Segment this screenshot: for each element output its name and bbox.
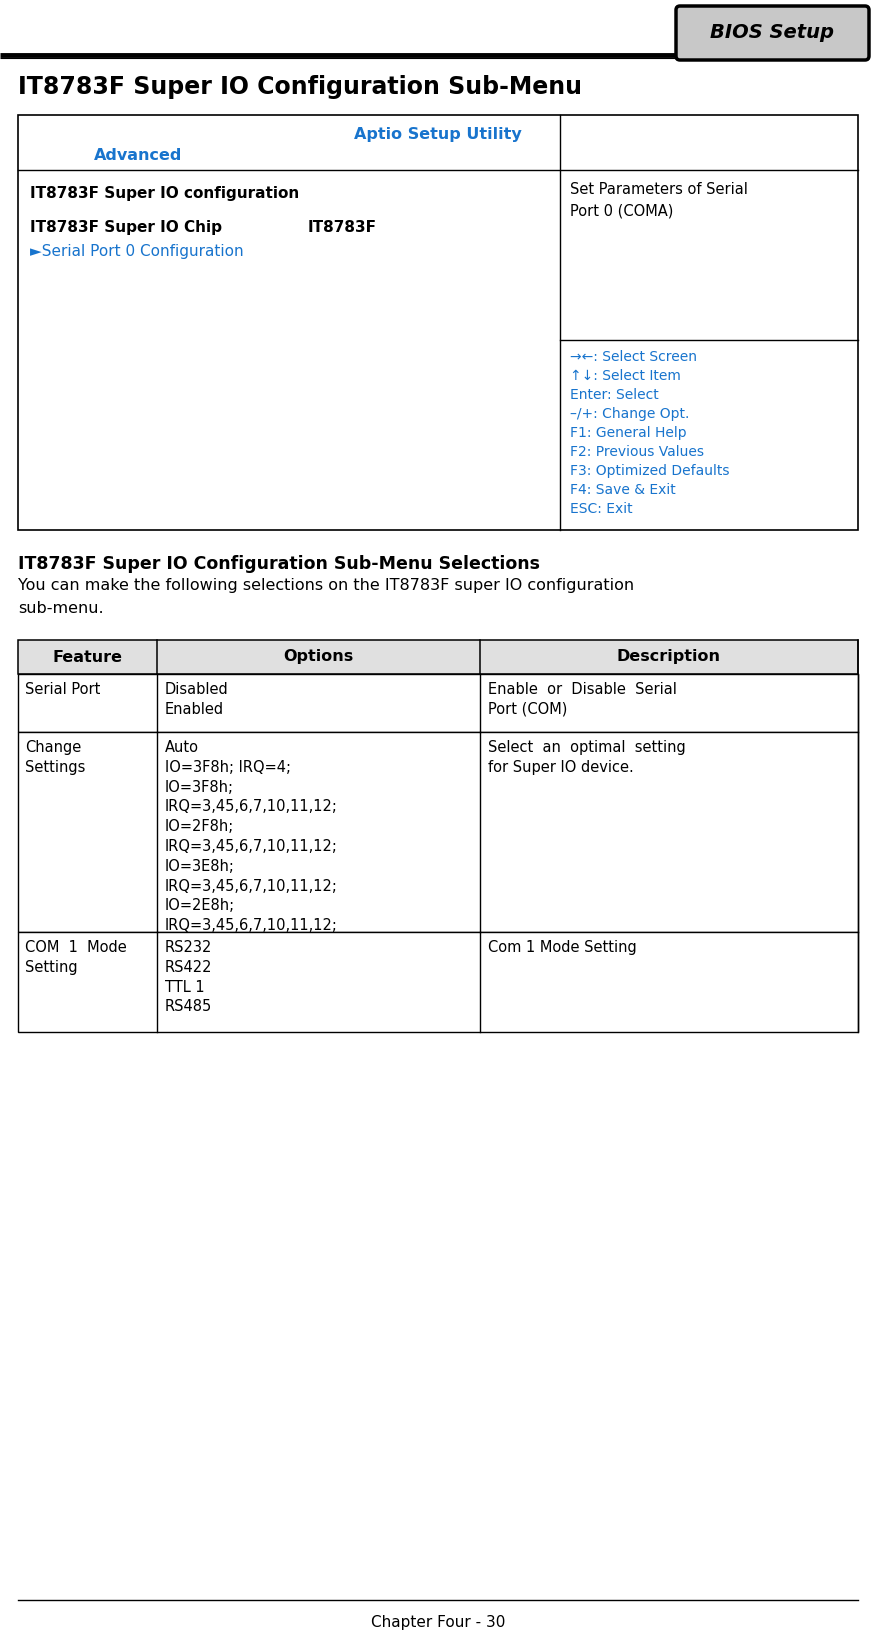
Text: F2: Previous Values: F2: Previous Values — [570, 445, 704, 460]
Bar — [18, 673, 858, 732]
Bar — [18, 116, 858, 530]
Text: Disabled
Enabled: Disabled Enabled — [165, 681, 229, 717]
Text: –/+: Change Opt.: –/+: Change Opt. — [570, 408, 689, 421]
Text: Feature: Feature — [53, 649, 123, 665]
Bar — [18, 932, 858, 1032]
Text: F1: General Help: F1: General Help — [570, 425, 687, 440]
Text: ESC: Exit: ESC: Exit — [570, 502, 632, 517]
Text: F3: Optimized Defaults: F3: Optimized Defaults — [570, 465, 730, 478]
Text: COM  1  Mode
Setting: COM 1 Mode Setting — [25, 941, 127, 975]
Text: F4: Save & Exit: F4: Save & Exit — [570, 482, 675, 497]
Text: Description: Description — [617, 649, 721, 665]
Text: Set Parameters of Serial
Port 0 (COMA): Set Parameters of Serial Port 0 (COMA) — [570, 183, 748, 218]
Text: Com 1 Mode Setting: Com 1 Mode Setting — [488, 941, 637, 955]
Text: BIOS Setup: BIOS Setup — [710, 23, 835, 42]
Text: ↑↓: Select Item: ↑↓: Select Item — [570, 368, 681, 383]
Text: You can make the following selections on the IT8783F super IO configuration
sub-: You can make the following selections on… — [18, 579, 634, 616]
Text: IT8783F Super IO configuration: IT8783F Super IO configuration — [30, 186, 300, 200]
Text: Change
Settings: Change Settings — [25, 740, 85, 774]
Bar — [18, 641, 858, 673]
Text: RS232
RS422
TTL 1
RS485: RS232 RS422 TTL 1 RS485 — [165, 941, 212, 1014]
Text: IT8783F Super IO Chip: IT8783F Super IO Chip — [30, 220, 222, 235]
FancyBboxPatch shape — [676, 7, 869, 60]
Text: ►Serial Port 0 Configuration: ►Serial Port 0 Configuration — [30, 244, 244, 259]
Text: IT8783F Super IO Configuration Sub-Menu Selections: IT8783F Super IO Configuration Sub-Menu … — [18, 554, 540, 574]
Text: Enter: Select: Enter: Select — [570, 388, 659, 403]
Text: IT8783F: IT8783F — [308, 220, 377, 235]
Text: Aptio Setup Utility: Aptio Setup Utility — [354, 127, 522, 142]
Text: IT8783F Super IO Configuration Sub-Menu: IT8783F Super IO Configuration Sub-Menu — [18, 75, 582, 99]
Text: Options: Options — [283, 649, 353, 665]
Text: Auto
IO=3F8h; IRQ=4;
IO=3F8h;
IRQ=3,45,6,7,10,11,12;
IO=2F8h;
IRQ=3,45,6,7,10,11: Auto IO=3F8h; IRQ=4; IO=3F8h; IRQ=3,45,6… — [165, 740, 337, 934]
Bar — [18, 732, 858, 932]
Text: Advanced: Advanced — [94, 148, 182, 163]
Text: Serial Port: Serial Port — [25, 681, 101, 698]
Text: Select  an  optimal  setting
for Super IO device.: Select an optimal setting for Super IO d… — [488, 740, 686, 774]
Text: →←: Select Screen: →←: Select Screen — [570, 350, 697, 363]
Text: Enable  or  Disable  Serial
Port (COM): Enable or Disable Serial Port (COM) — [488, 681, 677, 717]
Text: Chapter Four - 30: Chapter Four - 30 — [371, 1615, 505, 1630]
